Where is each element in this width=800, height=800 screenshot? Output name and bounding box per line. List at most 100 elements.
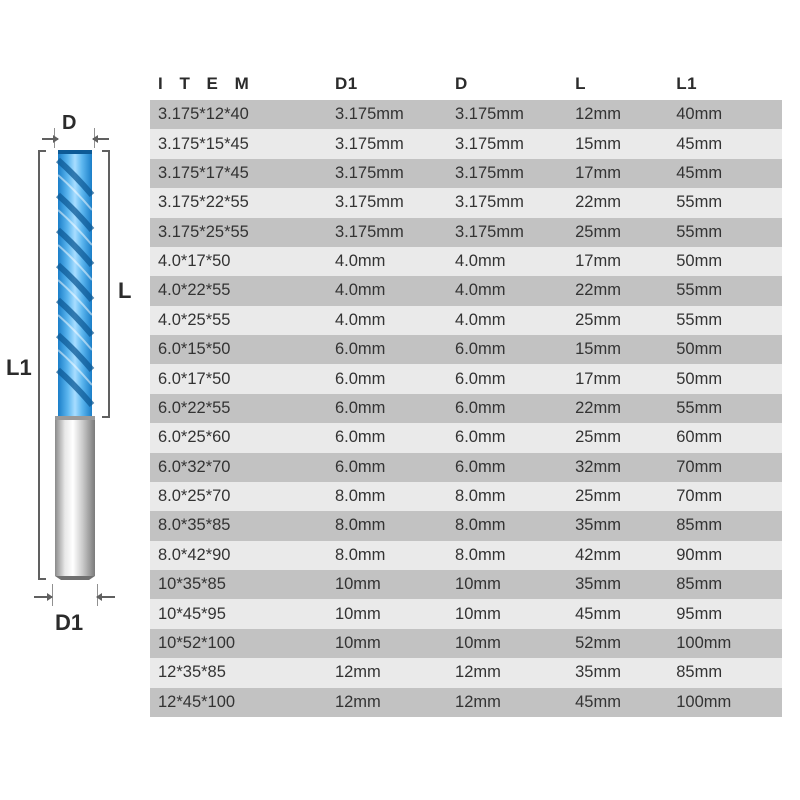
table-cell: 10mm — [327, 629, 447, 658]
label-d: D — [62, 112, 76, 135]
l1-bracket-icon — [38, 150, 40, 580]
table-cell: 12mm — [447, 658, 567, 687]
table-cell: 85mm — [668, 570, 782, 599]
table-cell: 10*35*85 — [150, 570, 327, 599]
table-cell: 4.0*25*55 — [150, 306, 327, 335]
table-cell: 3.175*25*55 — [150, 218, 327, 247]
table-cell: 6.0mm — [327, 364, 447, 393]
col-header-d: D — [447, 68, 567, 100]
table-cell: 3.175mm — [327, 100, 447, 129]
table-row: 10*45*9510mm10mm45mm95mm — [150, 599, 782, 628]
col-header-d1: D1 — [327, 68, 447, 100]
table-row: 3.175*25*553.175mm3.175mm25mm55mm — [150, 218, 782, 247]
table-cell: 70mm — [668, 453, 782, 482]
table-row: 3.175*22*553.175mm3.175mm22mm55mm — [150, 188, 782, 217]
table-cell: 55mm — [668, 276, 782, 305]
table-cell: 6.0*32*70 — [150, 453, 327, 482]
table-cell: 3.175*22*55 — [150, 188, 327, 217]
table-cell: 3.175mm — [447, 159, 567, 188]
label-l: L — [118, 278, 131, 304]
table-cell: 95mm — [668, 599, 782, 628]
table-cell: 12mm — [327, 658, 447, 687]
table-cell: 35mm — [567, 570, 668, 599]
table-cell: 3.175mm — [447, 218, 567, 247]
table-cell: 6.0mm — [327, 335, 447, 364]
table-cell: 35mm — [567, 511, 668, 540]
table-cell: 3.175mm — [327, 218, 447, 247]
label-l1: L1 — [6, 355, 32, 381]
table-cell: 10mm — [447, 599, 567, 628]
table-cell: 4.0mm — [327, 306, 447, 335]
end-mill-icon — [55, 150, 95, 580]
table-cell: 10mm — [447, 629, 567, 658]
table-cell: 17mm — [567, 159, 668, 188]
table-cell: 3.175mm — [447, 100, 567, 129]
table-cell: 4.0mm — [327, 247, 447, 276]
table-cell: 8.0mm — [327, 482, 447, 511]
table-row: 12*45*10012mm12mm45mm100mm — [150, 688, 782, 717]
table-cell: 42mm — [567, 541, 668, 570]
table-cell: 4.0*17*50 — [150, 247, 327, 276]
table-cell: 55mm — [668, 218, 782, 247]
col-header-item: I T E M — [150, 68, 327, 100]
table-cell: 55mm — [668, 188, 782, 217]
table-cell: 22mm — [567, 276, 668, 305]
table-cell: 45mm — [567, 599, 668, 628]
table-cell: 8.0mm — [447, 511, 567, 540]
table-cell: 15mm — [567, 335, 668, 364]
table-cell: 6.0*15*50 — [150, 335, 327, 364]
table-cell: 50mm — [668, 364, 782, 393]
table-cell: 3.175*15*45 — [150, 129, 327, 158]
table-cell: 10*52*100 — [150, 629, 327, 658]
table-cell: 90mm — [668, 541, 782, 570]
table-row: 3.175*17*453.175mm3.175mm17mm45mm — [150, 159, 782, 188]
d-arrow-left-icon — [42, 138, 58, 140]
table-cell: 3.175mm — [327, 129, 447, 158]
table-row: 12*35*8512mm12mm35mm85mm — [150, 658, 782, 687]
table-row: 4.0*25*554.0mm4.0mm25mm55mm — [150, 306, 782, 335]
table-cell: 6.0mm — [327, 423, 447, 452]
table-row: 10*35*8510mm10mm35mm85mm — [150, 570, 782, 599]
table-panel: I T E M D1 D L L1 3.175*12*403.175mm3.17… — [150, 0, 800, 800]
table-cell: 8.0mm — [447, 482, 567, 511]
table-cell: 4.0mm — [327, 276, 447, 305]
table-cell: 6.0*22*55 — [150, 394, 327, 423]
table-cell: 55mm — [668, 306, 782, 335]
table-cell: 4.0mm — [447, 306, 567, 335]
table-cell: 6.0mm — [447, 335, 567, 364]
table-cell: 45mm — [567, 688, 668, 717]
d1-arrow-right-icon — [97, 596, 115, 598]
table-cell: 12*35*85 — [150, 658, 327, 687]
table-cell: 6.0mm — [327, 453, 447, 482]
table-cell: 32mm — [567, 453, 668, 482]
col-header-l: L — [567, 68, 668, 100]
table-cell: 50mm — [668, 247, 782, 276]
table-row: 8.0*25*708.0mm8.0mm25mm70mm — [150, 482, 782, 511]
table-cell: 3.175*12*40 — [150, 100, 327, 129]
table-cell: 6.0mm — [447, 364, 567, 393]
table-cell: 12*45*100 — [150, 688, 327, 717]
table-cell: 8.0mm — [447, 541, 567, 570]
table-cell: 50mm — [668, 335, 782, 364]
table-cell: 6.0*25*60 — [150, 423, 327, 452]
table-row: 3.175*15*453.175mm3.175mm15mm45mm — [150, 129, 782, 158]
table-cell: 4.0mm — [447, 276, 567, 305]
l-bracket-icon — [108, 150, 110, 418]
table-cell: 100mm — [668, 629, 782, 658]
table-cell: 8.0mm — [327, 511, 447, 540]
table-cell: 22mm — [567, 188, 668, 217]
table-cell: 52mm — [567, 629, 668, 658]
table-cell: 35mm — [567, 658, 668, 687]
table-cell: 22mm — [567, 394, 668, 423]
table-cell: 12mm — [567, 100, 668, 129]
end-mill-illustration — [55, 150, 95, 580]
table-row: 6.0*17*506.0mm6.0mm17mm50mm — [150, 364, 782, 393]
table-cell: 10mm — [447, 570, 567, 599]
table-cell: 25mm — [567, 306, 668, 335]
table-row: 6.0*32*706.0mm6.0mm32mm70mm — [150, 453, 782, 482]
table-row: 3.175*12*403.175mm3.175mm12mm40mm — [150, 100, 782, 129]
table-cell: 17mm — [567, 247, 668, 276]
table-cell: 8.0*42*90 — [150, 541, 327, 570]
table-cell: 3.175mm — [447, 188, 567, 217]
table-cell: 45mm — [668, 159, 782, 188]
